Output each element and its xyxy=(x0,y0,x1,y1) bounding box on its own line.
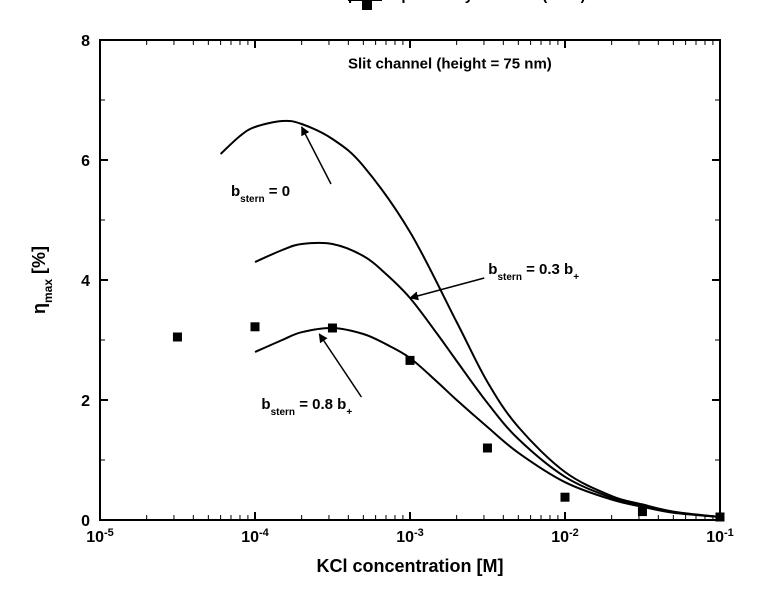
legend-text: equilibrium model xyxy=(388,0,517,4)
data-point xyxy=(638,507,647,516)
x-axis-title: KCl concentration [M] xyxy=(317,556,504,576)
plot-frame xyxy=(100,40,720,520)
annotation-arrow xyxy=(410,278,484,298)
x-tick-label: 10-2 xyxy=(551,527,579,546)
legend-marker-icon xyxy=(362,0,372,10)
y-tick-label: 6 xyxy=(81,153,90,170)
legend-text: Slit channel (height = 75 nm) xyxy=(348,55,552,72)
data-point xyxy=(561,493,570,502)
data-point xyxy=(251,322,260,331)
x-tick-label: 10-4 xyxy=(241,527,269,546)
data-point xyxy=(406,356,415,365)
x-tick-label: 10-5 xyxy=(86,527,114,546)
curve-annotation: bstern = 0.8 b+ xyxy=(261,396,352,418)
y-tick-label: 8 xyxy=(81,33,90,50)
y-tick-label: 4 xyxy=(81,273,90,290)
x-tick-label: 10-1 xyxy=(706,527,734,546)
y-axis-title: ηmax [%] xyxy=(29,246,55,314)
chart-container: 10-5 10-4 10-3 10-2 10-1 0 2 4 6 8 KCl concentrati… xyxy=(0,0,780,614)
data-point xyxy=(328,324,337,333)
x-tick-label: 10-3 xyxy=(396,527,424,546)
chart-svg: 10-5 10-4 10-3 10-2 10-1 0 2 4 6 8 KCl concentrati… xyxy=(0,0,780,614)
y-tick-label: 2 xyxy=(81,393,90,410)
data-point xyxy=(483,444,492,453)
curve-annotation: bstern = 0.3 b+ xyxy=(488,261,579,283)
data-point xyxy=(716,513,725,522)
y-tick-label: 0 xyxy=(81,513,90,530)
data-point xyxy=(173,333,182,342)
curve-annotation: bstern = 0 xyxy=(231,183,290,205)
curve-bstern08 xyxy=(255,328,720,517)
curve-bstern03 xyxy=(255,243,720,517)
curve-bstern0 xyxy=(221,121,720,517)
annotation-arrow xyxy=(319,334,361,397)
